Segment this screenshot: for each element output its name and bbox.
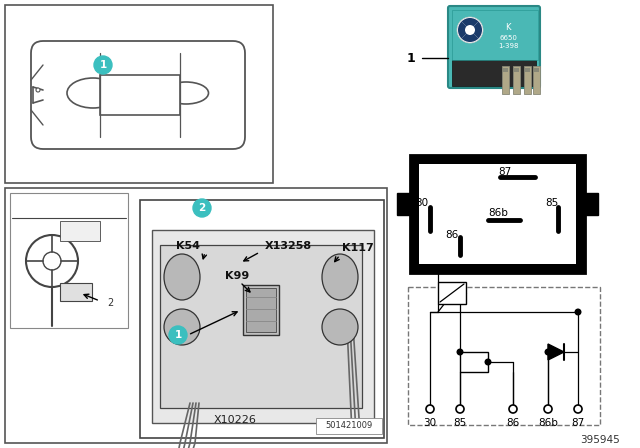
Text: 87: 87 [498, 167, 511, 177]
Wedge shape [458, 22, 470, 39]
Text: 30: 30 [415, 198, 429, 208]
Bar [460, 352, 488, 372]
Bar [152, 230, 374, 423]
Text: 1-398: 1-398 [498, 43, 518, 49]
Bar [585, 193, 598, 215]
Circle shape [26, 235, 78, 287]
Bar [419, 164, 576, 264]
Text: 2: 2 [107, 298, 113, 308]
Bar [397, 193, 410, 215]
Bar [100, 75, 180, 115]
Text: K117: K117 [342, 243, 374, 253]
Text: 2: 2 [198, 203, 205, 213]
FancyBboxPatch shape [31, 41, 245, 149]
Bar [5, 188, 387, 443]
Text: 1: 1 [406, 52, 415, 65]
Bar [438, 282, 466, 304]
Text: 86b: 86b [488, 208, 508, 218]
Circle shape [574, 405, 582, 413]
Bar [140, 200, 384, 438]
Circle shape [465, 25, 475, 35]
Wedge shape [461, 18, 479, 30]
Bar [160, 245, 362, 408]
Text: 501421009: 501421009 [325, 422, 372, 431]
Text: 86: 86 [445, 230, 459, 240]
Polygon shape [548, 344, 564, 360]
Bar [408, 287, 600, 425]
Bar [503, 68, 508, 72]
Ellipse shape [322, 309, 358, 345]
Bar [10, 193, 128, 328]
Text: X10226: X10226 [214, 415, 257, 425]
Circle shape [509, 405, 517, 413]
Text: 85: 85 [453, 418, 467, 428]
Ellipse shape [163, 82, 209, 104]
Bar [452, 60, 536, 86]
Text: 30: 30 [424, 418, 436, 428]
Bar [534, 68, 539, 72]
Circle shape [544, 405, 552, 413]
Text: 395945: 395945 [580, 435, 620, 445]
Text: 86: 86 [506, 418, 520, 428]
Text: X13258: X13258 [265, 241, 312, 251]
Bar [243, 285, 279, 335]
Text: 1: 1 [174, 330, 182, 340]
Bar [533, 66, 540, 94]
Circle shape [575, 309, 581, 315]
Circle shape [36, 88, 40, 92]
Circle shape [43, 252, 61, 270]
Bar [525, 68, 530, 72]
Circle shape [457, 17, 483, 43]
Text: 87: 87 [572, 418, 584, 428]
Bar [514, 68, 519, 72]
Wedge shape [461, 30, 479, 42]
Ellipse shape [164, 309, 200, 345]
Bar [316, 418, 382, 434]
Circle shape [94, 56, 112, 74]
Circle shape [485, 359, 491, 365]
Text: 85: 85 [545, 198, 559, 208]
Bar [60, 283, 92, 301]
Text: K54: K54 [176, 241, 200, 251]
Wedge shape [470, 22, 482, 39]
Bar [60, 221, 100, 241]
Bar [502, 66, 509, 94]
Ellipse shape [322, 254, 358, 300]
Circle shape [169, 326, 187, 344]
FancyBboxPatch shape [448, 6, 540, 88]
Text: 1: 1 [99, 60, 107, 70]
Text: 6650: 6650 [499, 35, 517, 41]
Bar [246, 288, 276, 332]
Bar [513, 66, 520, 94]
Bar [410, 155, 585, 273]
Text: K: K [505, 23, 511, 33]
Ellipse shape [67, 78, 119, 108]
Circle shape [426, 405, 434, 413]
Circle shape [545, 349, 551, 355]
Text: K99: K99 [225, 271, 249, 281]
Text: 86b: 86b [538, 418, 558, 428]
Circle shape [193, 199, 211, 217]
Circle shape [457, 349, 463, 355]
Circle shape [456, 405, 464, 413]
Ellipse shape [164, 254, 200, 300]
Bar [524, 66, 531, 94]
Bar [452, 10, 538, 60]
Bar [5, 5, 273, 183]
